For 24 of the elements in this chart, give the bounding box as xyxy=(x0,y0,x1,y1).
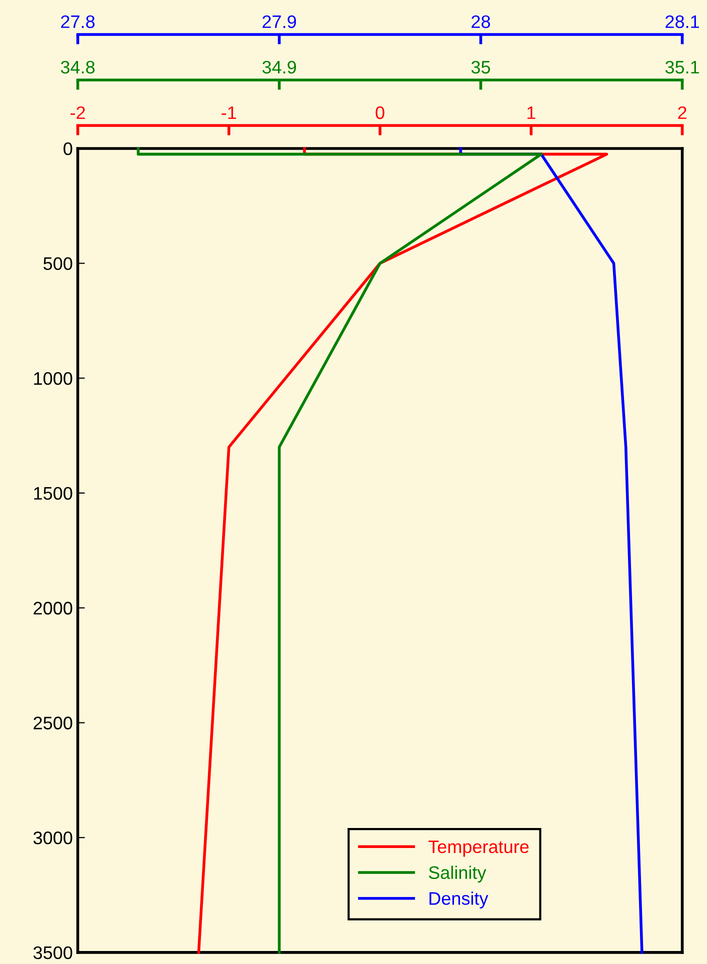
legend-label: Temperature xyxy=(428,840,529,857)
x2-tick-label: 34.9 xyxy=(262,60,296,74)
x2-tick-label: 34.8 xyxy=(60,60,95,74)
x-tick-label: -1 xyxy=(222,106,236,119)
y-tick-label: 3500 xyxy=(33,946,72,960)
x-tick-label: 0 xyxy=(376,106,384,120)
y-tick-label: 2000 xyxy=(34,602,72,615)
y-tick-label: 1500 xyxy=(34,486,72,500)
x-tick-label: -2 xyxy=(70,106,85,119)
y-tick-label: 3000 xyxy=(33,832,72,844)
x-tick-label: 1 xyxy=(527,106,536,119)
x-tick-label: 27.8 xyxy=(61,15,95,28)
legend-label: Density xyxy=(430,892,488,908)
x-tick-label: 28 xyxy=(472,15,490,28)
x-tick-label: 28.1 xyxy=(666,15,699,28)
y-tick-label: 1000 xyxy=(34,372,72,385)
y-tick-label: 500 xyxy=(44,257,72,270)
x-tick-label: 27.9 xyxy=(262,15,296,28)
y-tick-label: 0 xyxy=(64,142,72,156)
x-tick-label: 2 xyxy=(678,106,686,119)
x2-tick-label: 35 xyxy=(471,60,490,74)
x2-tick-label: 35.1 xyxy=(665,60,699,74)
y-tick-label: 2500 xyxy=(34,716,72,730)
legend-label: Salinity xyxy=(428,866,486,883)
